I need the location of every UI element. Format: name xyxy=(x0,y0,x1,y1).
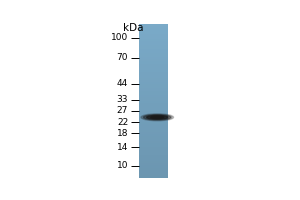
Bar xyxy=(139,47,168,49)
Bar xyxy=(139,151,168,153)
Bar xyxy=(139,176,168,178)
Bar xyxy=(139,72,168,74)
Bar xyxy=(139,145,168,147)
Bar xyxy=(139,149,168,151)
Bar xyxy=(139,113,168,114)
Bar xyxy=(139,76,168,78)
Text: 44: 44 xyxy=(117,79,128,88)
Bar xyxy=(139,143,168,145)
Bar xyxy=(139,66,168,68)
Ellipse shape xyxy=(147,115,168,119)
Bar xyxy=(139,157,168,159)
Bar xyxy=(139,53,168,55)
Bar xyxy=(139,153,168,155)
Bar xyxy=(139,57,168,59)
Bar xyxy=(139,49,168,51)
Bar xyxy=(139,136,168,138)
Bar xyxy=(139,41,168,43)
Bar xyxy=(139,103,168,105)
Bar xyxy=(139,159,168,161)
Bar xyxy=(139,122,168,124)
Bar xyxy=(139,89,168,91)
Text: 27: 27 xyxy=(117,106,128,115)
Bar xyxy=(139,147,168,149)
Text: 18: 18 xyxy=(117,129,128,138)
Bar xyxy=(139,97,168,99)
Ellipse shape xyxy=(143,115,171,120)
Bar xyxy=(139,68,168,70)
Bar xyxy=(139,30,168,32)
Bar xyxy=(139,168,168,170)
Bar xyxy=(139,51,168,53)
Bar xyxy=(139,64,168,66)
Bar xyxy=(139,165,168,166)
Bar xyxy=(139,166,168,168)
Bar xyxy=(139,174,168,176)
Bar xyxy=(139,126,168,128)
Bar xyxy=(139,140,168,141)
Bar xyxy=(139,26,168,28)
Bar xyxy=(139,24,168,26)
Bar xyxy=(139,59,168,61)
Bar xyxy=(139,114,168,116)
Bar xyxy=(139,70,168,72)
Bar xyxy=(139,32,168,34)
Bar xyxy=(139,55,168,57)
Bar xyxy=(139,128,168,130)
Bar xyxy=(139,155,168,157)
Bar xyxy=(139,138,168,140)
Bar xyxy=(139,84,168,86)
Bar xyxy=(139,116,168,118)
Text: 100: 100 xyxy=(111,33,128,42)
Bar xyxy=(139,95,168,97)
Bar xyxy=(139,61,168,62)
Text: kDa: kDa xyxy=(123,23,143,33)
Bar xyxy=(139,93,168,95)
Bar xyxy=(139,28,168,30)
Bar xyxy=(139,134,168,136)
Bar xyxy=(139,91,168,93)
Bar xyxy=(139,78,168,80)
Bar xyxy=(139,88,168,89)
Bar xyxy=(139,36,168,37)
Bar xyxy=(139,163,168,165)
Text: 14: 14 xyxy=(117,143,128,152)
Bar xyxy=(139,63,168,64)
Bar xyxy=(139,82,168,84)
Bar xyxy=(139,86,168,88)
Bar xyxy=(139,141,168,143)
Bar xyxy=(139,45,168,47)
Bar xyxy=(139,74,168,76)
Text: 22: 22 xyxy=(117,118,128,127)
Text: 70: 70 xyxy=(117,53,128,62)
Bar xyxy=(139,120,168,122)
Bar xyxy=(139,172,168,174)
Bar xyxy=(139,34,168,36)
Bar xyxy=(139,101,168,103)
Bar xyxy=(139,111,168,113)
Ellipse shape xyxy=(151,116,164,119)
Bar xyxy=(139,130,168,132)
Text: 10: 10 xyxy=(117,161,128,170)
Bar xyxy=(139,107,168,109)
Bar xyxy=(139,124,168,126)
Bar xyxy=(139,109,168,111)
Bar xyxy=(139,99,168,101)
Ellipse shape xyxy=(141,114,173,121)
Bar xyxy=(139,132,168,134)
Bar xyxy=(139,105,168,107)
Bar xyxy=(139,39,168,41)
Bar xyxy=(139,80,168,82)
Bar xyxy=(139,37,168,39)
Bar xyxy=(139,161,168,163)
Bar xyxy=(139,118,168,120)
Text: 33: 33 xyxy=(117,95,128,104)
Bar xyxy=(139,43,168,45)
Bar xyxy=(139,170,168,172)
